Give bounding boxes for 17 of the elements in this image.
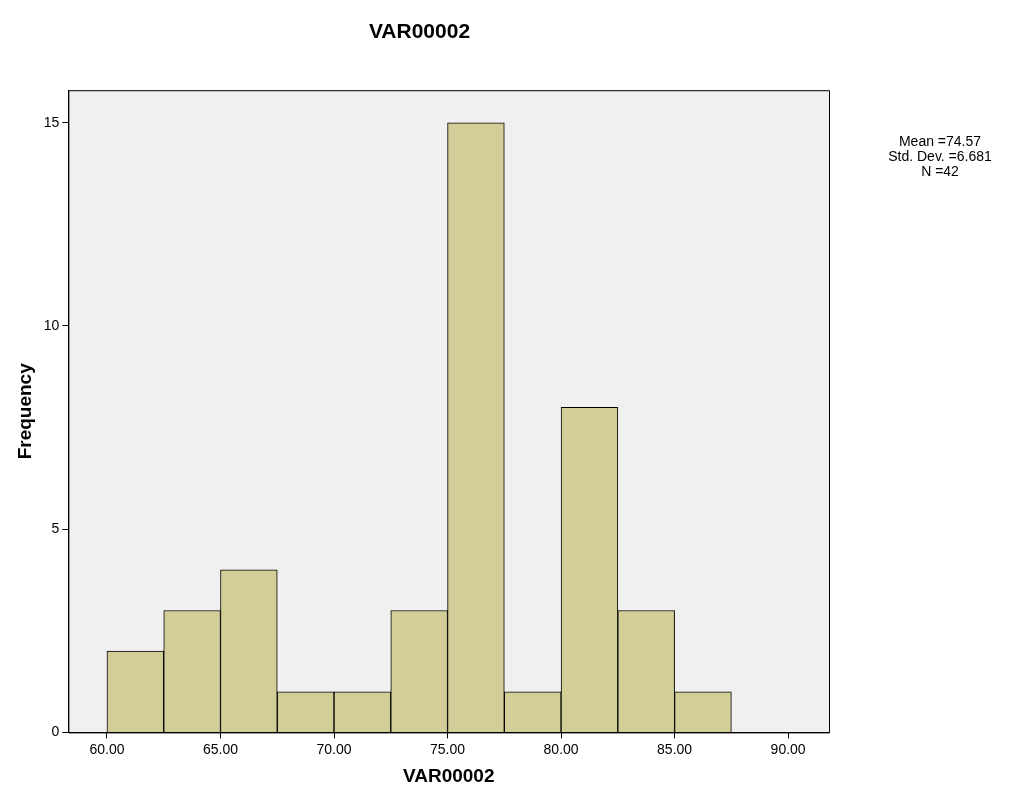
y-tick-label: 5 [51, 520, 60, 537]
x-tick-label: 75.00 [430, 740, 466, 757]
x-tick-label: 65.00 [202, 740, 239, 757]
chart-title: VAR00002 [368, 19, 471, 43]
x-tick-label: 80.00 [543, 740, 579, 757]
x-tick-label: 90.00 [770, 740, 806, 757]
text: N =42 [921, 162, 960, 179]
y-tick-label: 10 [43, 316, 60, 333]
y-axis-title: Frequency [13, 362, 35, 460]
text: Std. Dev. =6.681 [888, 147, 993, 164]
x-axis-title: VAR00002 [402, 764, 495, 786]
y-tick-label: 15 [43, 113, 60, 130]
y-tick-label: 0 [51, 723, 60, 740]
x-tick-label: 85.00 [657, 740, 693, 757]
x-tick-label: 70.00 [316, 740, 352, 757]
text: Mean =74.57 [898, 132, 982, 149]
x-tick-label: 60.00 [89, 740, 125, 757]
